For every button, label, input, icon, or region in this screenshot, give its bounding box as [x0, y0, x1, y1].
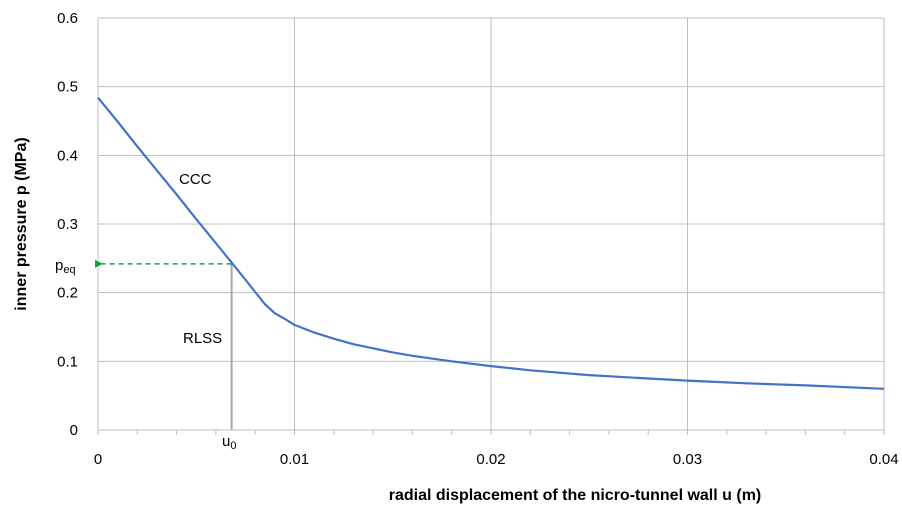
u0-main: u — [222, 433, 230, 450]
y-tick-label: 0 — [70, 422, 78, 439]
x-tick-label: 0.02 — [476, 451, 505, 468]
rlss-label: RLSS — [183, 330, 222, 347]
y-axis-title: inner pressure p (MPa) — [13, 137, 30, 310]
ccc-label: CCC — [179, 171, 212, 188]
y-tick-label: 0.5 — [57, 79, 78, 96]
x-tick-label: 0 — [94, 451, 102, 468]
x-tick-labels: 0 0.01 0.02 0.03 0.04 — [94, 451, 899, 468]
x-axis-title: radial displacement of the nicro-tunnel … — [389, 487, 762, 504]
ccc-curve — [97, 97, 885, 390]
y-tick-label: 0.6 — [57, 10, 78, 27]
annotations: CCC RLSS u0 peq — [55, 171, 236, 452]
y-tick-labels: 0 0.1 0.2 0.3 0.4 0.5 0.6 — [57, 10, 78, 439]
x-tick-label: 0.03 — [673, 451, 702, 468]
x-tick-label: 0.04 — [869, 451, 898, 468]
x-tick-label: 0.01 — [280, 451, 309, 468]
u0-label: u0 — [222, 433, 236, 452]
axes — [97, 18, 885, 435]
peq-label: peq — [55, 257, 76, 276]
series-group — [95, 97, 885, 430]
grid-lines — [98, 17, 885, 430]
peq-main: p — [55, 257, 63, 274]
peq-sub: eq — [63, 264, 75, 276]
y-tick-label: 0.2 — [57, 285, 78, 302]
y-tick-label: 0.3 — [57, 216, 78, 233]
u0-sub: 0 — [230, 440, 236, 452]
y-tick-label: 0.4 — [57, 147, 78, 164]
y-tick-label: 0.1 — [57, 353, 78, 370]
